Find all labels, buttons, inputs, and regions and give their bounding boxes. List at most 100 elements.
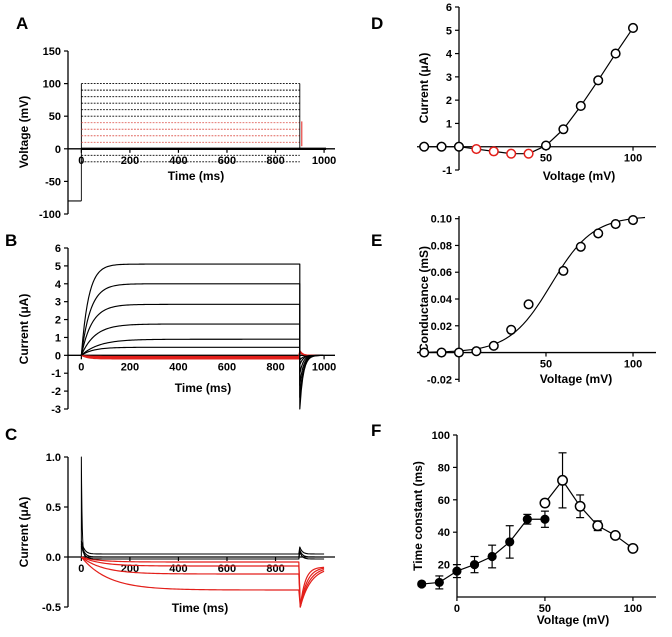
y-axis-label: Current (μA) [417,53,431,124]
y-tick-label: -2 [51,386,61,398]
x-tick-label: 600 [218,563,236,575]
data-point-open-circle-red [488,146,499,157]
x-tick-label: 1000 [312,155,336,167]
y-tick-label: 150 [43,46,61,58]
data-point-open-circle [419,347,430,358]
x-tick-label: 1000 [312,361,336,373]
x-tick-label: 0 [454,603,460,615]
y-tick-label: 40 [438,527,450,539]
panel-label-f: F [371,421,382,440]
panel-label-d: D [371,14,384,33]
y-tick-label: 2 [446,95,452,107]
data-point-open-circle [523,299,534,310]
x-tick-label: 50 [540,359,552,371]
red-current-trace [80,556,325,608]
y-tick-label: 0.02 [431,321,452,333]
x-tick-label: 200 [121,361,139,373]
data-point-open-circle [609,529,621,541]
data-point-open-circle [610,48,621,59]
data-point-filled-circle [487,551,497,562]
data-point-open-circle [575,100,586,112]
x-axis-label: Voltage (mV) [540,372,612,386]
iv-connecting-line [424,27,634,155]
panel-d-iv-curve-plot: 50 100 -1 1 2 3 4 5 6 Voltage (mV) Current (μA) [417,2,656,183]
black-current-trace [80,338,324,366]
black-current-trace [80,303,324,386]
boltzmann-fit-curve [418,216,646,353]
black-current-trace [80,283,324,398]
x-tick-label: 50 [540,153,552,165]
x-tick-label: 800 [266,361,284,373]
y-tick-label: 2 [55,315,61,327]
data-point-open-circle [610,218,621,230]
panel-f-time-constant-plot: 0 50 100 20 40 60 80 100 Voltage (mV) Time consta… [411,430,656,627]
data-point-open-circle [436,347,447,358]
data-point-open-circle [471,346,482,357]
data-point-open-circle [540,140,552,151]
data-point-open-circle [592,520,604,532]
y-tick-label: 80 [438,462,450,474]
y-tick-label: 4 [55,279,62,291]
data-point-open-circle [453,141,465,152]
y-axis-label: Voltage (mV) [17,96,31,168]
x-tick-label: 600 [218,361,236,373]
y-tick-label: 3 [446,72,452,84]
x-axis-label: Time (ms) [175,381,231,395]
data-point-open-circle [593,228,604,239]
x-axis-label: Time (ms) [172,601,228,615]
data-point-filled-circle [417,579,427,589]
y-tick-label: 6 [446,2,452,14]
y-tick-label: 5 [446,25,452,37]
data-point-open-circle [627,214,639,226]
y-tick-label: 0.06 [431,267,452,279]
y-tick-label: 0 [55,144,61,156]
black-current-trace [80,263,324,410]
data-point-open-circle [488,340,499,351]
black-current-trace [80,540,325,555]
y-tick-label: 0.04 [431,294,453,306]
panel-label-b: B [5,231,18,250]
y-tick-label: -0.02 [427,374,452,386]
data-point-open-circle [557,474,568,486]
data-point-open-circle [593,75,604,86]
black-current-trace [80,545,325,560]
y-tick-label: 0.08 [431,240,452,252]
x-axis-label: Time (ms) [168,169,224,183]
data-point-open-circle-red [471,143,482,155]
x-axis-label: Voltage (mV) [543,169,615,183]
y-tick-label: 1.0 [46,452,61,464]
panel-label-e: E [371,231,383,250]
data-point-open-circle [627,542,639,554]
red-current-trace [81,351,321,359]
y-axis-label: Current (μA) [17,497,31,568]
x-tick-label: 100 [624,359,642,371]
y-tick-label: 0 [55,350,61,362]
y-tick-label: 4 [446,49,453,61]
data-point-open-circle [558,124,569,135]
y-axis-label: Conductance (mS) [417,246,431,352]
data-point-open-circle [436,141,447,152]
red-current-trace [81,350,321,358]
x-tick-label: 400 [169,155,187,167]
y-axis-label: Time constant (ms) [411,461,425,571]
x-tick-label: 100 [624,153,642,165]
y-tick-label: -1 [51,368,61,380]
y-axis-label: Current (μA) [17,294,31,365]
y-tick-label: 60 [438,495,450,507]
y-tick-label: -3 [51,404,61,416]
y-tick-label: -100 [39,209,61,221]
y-tick-label: 100 [43,79,61,91]
y-tick-label: 0.0 [46,552,61,564]
x-tick-label: 800 [266,155,284,167]
black-current-trace [80,323,324,375]
data-point-open-circle [558,265,569,276]
black-current-trace [81,346,324,361]
data-point-filled-circle [434,577,444,588]
panel-label-a: A [16,14,29,33]
x-axis-label: Voltage (mV) [537,613,609,627]
y-tick-label: 20 [438,560,450,572]
data-point-filled-circle [452,566,462,576]
y-tick-label: 100 [432,430,450,442]
